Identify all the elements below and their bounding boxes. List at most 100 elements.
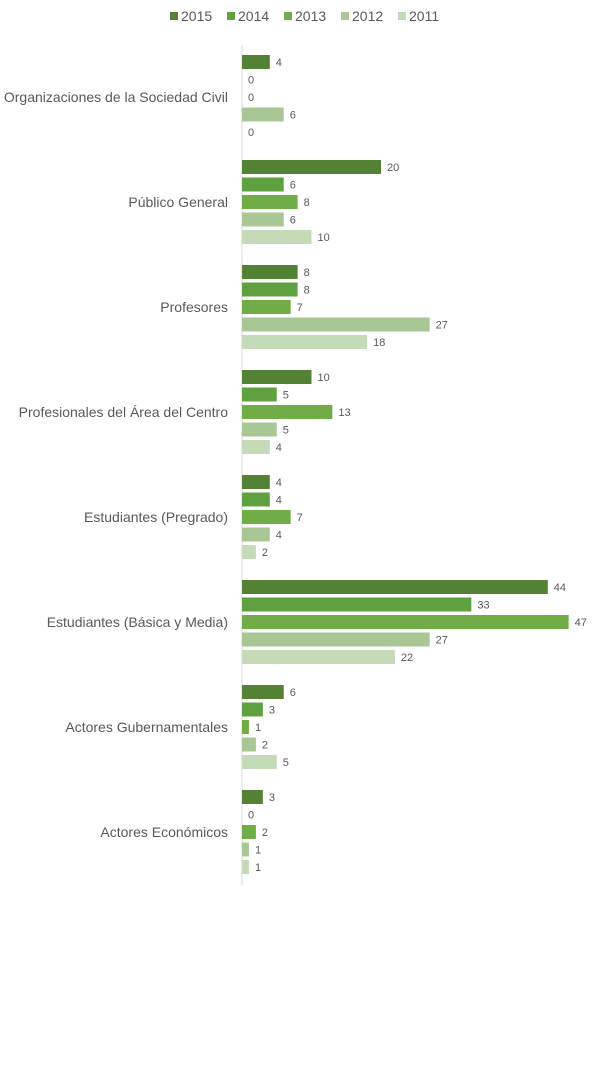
data-label: 18 — [373, 337, 385, 349]
category-label-profesores: Profesores — [160, 299, 228, 315]
data-label: 2 — [262, 740, 268, 752]
data-label: 6 — [290, 110, 296, 122]
bar-group-organizaciones-de-la-sociedad-civil: 4 0 0 6 0 — [242, 55, 296, 139]
legend-label: 2012 — [352, 8, 383, 24]
data-label: 5 — [283, 425, 289, 437]
legend-swatch — [341, 12, 349, 20]
bar-2012 — [242, 842, 249, 857]
bar-2014 — [242, 282, 298, 297]
legend-item-2013: 2013 — [284, 8, 326, 24]
bar-2015 — [242, 790, 263, 804]
data-label: 27 — [436, 320, 448, 332]
bar-2013 — [242, 510, 291, 524]
data-label: 4 — [276, 495, 282, 507]
data-label: 8 — [304, 267, 310, 279]
data-label: 2 — [262, 827, 268, 839]
bar-2012 — [242, 422, 277, 437]
legend-item-2012: 2012 — [341, 8, 383, 24]
data-label: 44 — [554, 582, 566, 594]
data-label: 4 — [276, 477, 282, 489]
bar-group-publico-general: 20 686 10 — [242, 160, 399, 244]
bar-2015 — [242, 685, 284, 699]
data-label: 3 — [269, 705, 275, 717]
bar-group-actores-gubernamentales: 6 312 5 — [242, 685, 296, 769]
data-label: 3 — [269, 792, 275, 804]
bar-2012 — [242, 107, 284, 122]
legend-swatch — [398, 12, 406, 20]
bar-2015 — [242, 580, 548, 594]
category-label-organizaciones-de-la-sociedad-civil: Organizaciones de la Sociedad Civil — [4, 89, 228, 105]
bar-2014 — [242, 597, 472, 612]
bar-2011 — [242, 650, 395, 664]
data-label: 4 — [276, 442, 282, 454]
data-label: 0 — [248, 810, 254, 822]
category-labels: Organizaciones de la Sociedad Civil Públi… — [4, 89, 228, 840]
bar-2014 — [242, 387, 277, 402]
data-label: 33 — [477, 600, 489, 612]
bar-2015 — [242, 475, 270, 489]
bars: 4006020686108872718105135444742443347272… — [242, 55, 587, 874]
data-label: 1 — [255, 722, 261, 734]
data-label: 8 — [304, 197, 310, 209]
legend-item-2014: 2014 — [227, 8, 269, 24]
legend-item-2015: 2015 — [170, 8, 212, 24]
bar-2014 — [242, 177, 284, 192]
category-label-publico-general: Público General — [128, 194, 228, 210]
bar-2012 — [242, 212, 284, 227]
bar-2011 — [242, 230, 312, 244]
category-label-actores-economicos: Actores Económicos — [100, 824, 228, 840]
bar-2012 — [242, 632, 430, 647]
bar-2011 — [242, 335, 368, 349]
legend-swatch — [284, 12, 292, 20]
bar-2015 — [242, 370, 312, 384]
data-label: 6 — [290, 687, 296, 699]
category-label-estudiantes-pregrado: Estudiantes (Pregrado) — [84, 509, 228, 525]
bar-2015 — [242, 55, 270, 69]
bar-2013 — [242, 405, 333, 419]
bar-2015 — [242, 160, 381, 174]
legend-label: 2014 — [238, 8, 269, 24]
category-label-actores-gubernamentales: Actores Gubernamentales — [65, 719, 228, 735]
legend-label: 2013 — [295, 8, 326, 24]
data-label: 20 — [387, 162, 399, 174]
data-label: 1 — [255, 845, 261, 857]
data-label: 2 — [262, 547, 268, 559]
category-label-profesionales-del-area-del-centro: Profesionales del Área del Centro — [19, 404, 229, 420]
data-label: 10 — [318, 232, 330, 244]
legend-swatch — [227, 12, 235, 20]
data-label: 10 — [318, 372, 330, 384]
bar-2012 — [242, 317, 430, 332]
bar-2015 — [242, 265, 298, 279]
data-label: 7 — [297, 302, 303, 314]
bar-2011 — [242, 860, 249, 874]
bar-2011 — [242, 545, 256, 559]
legend-swatch — [170, 12, 178, 20]
data-label: 6 — [290, 215, 296, 227]
data-label: 0 — [248, 92, 254, 104]
data-label: 6 — [290, 180, 296, 192]
legend-label: 2015 — [181, 8, 212, 24]
data-label: 0 — [248, 127, 254, 139]
data-label: 5 — [283, 390, 289, 402]
bar-2013 — [242, 195, 298, 209]
bar-2013 — [242, 825, 256, 839]
data-label: 13 — [338, 407, 350, 419]
data-label: 0 — [248, 75, 254, 87]
data-label: 4 — [276, 530, 282, 542]
data-label: 8 — [304, 285, 310, 297]
bar-2011 — [242, 755, 277, 769]
bar-group-estudiantes-basica-y-media: 44 33 47 27 22 — [242, 580, 587, 664]
data-label: 22 — [401, 652, 413, 664]
bar-2011 — [242, 440, 270, 454]
data-label: 27 — [436, 635, 448, 647]
bar-2013 — [242, 720, 249, 734]
legend-item-2011: 2011 — [398, 8, 439, 24]
data-label: 5 — [283, 757, 289, 769]
data-label: 1 — [255, 862, 261, 874]
bar-2013 — [242, 300, 291, 314]
legend: 2015 2014 2013 2012 2011 — [170, 8, 439, 24]
bar-2012 — [242, 527, 270, 542]
